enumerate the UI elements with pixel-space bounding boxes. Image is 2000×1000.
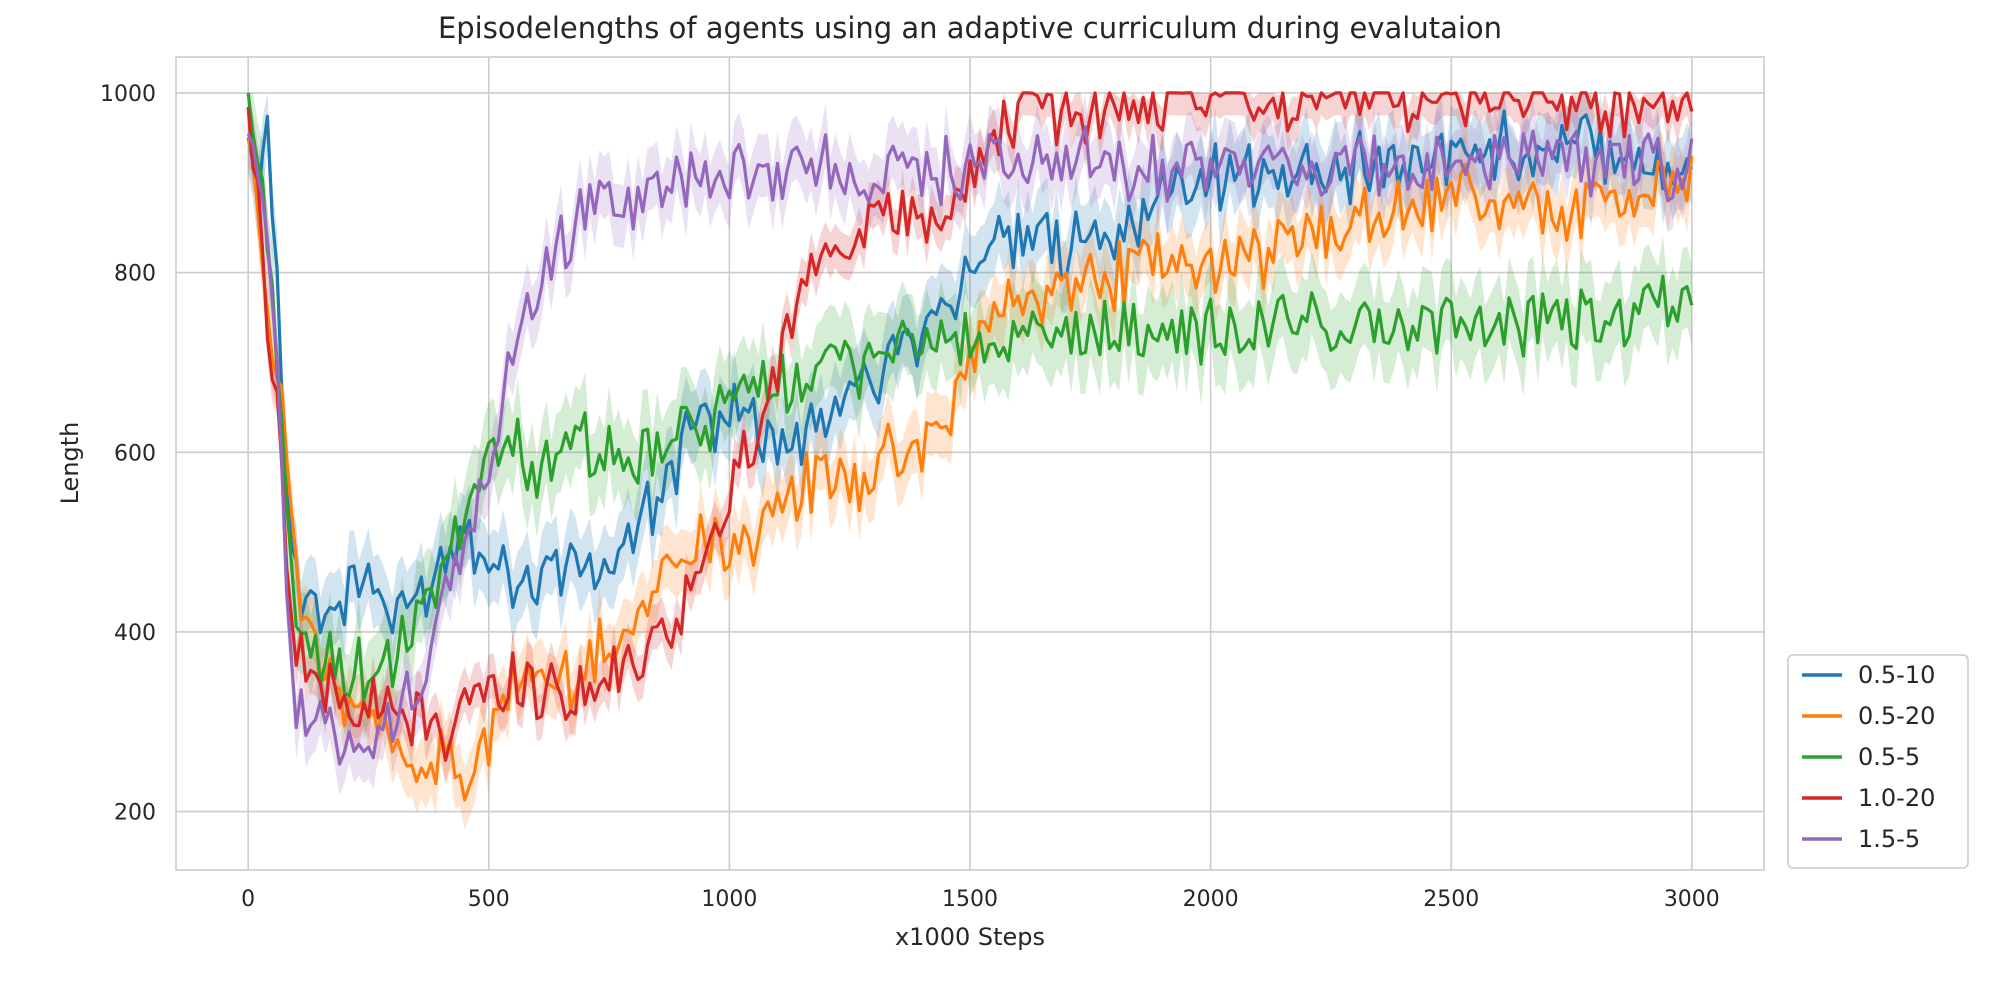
- x-tick-label: 500: [468, 887, 510, 912]
- legend-label-1.0-20: 1.0-20: [1858, 784, 1935, 812]
- legend-label-0.5-20: 0.5-20: [1858, 702, 1935, 730]
- x-tick-label: 1000: [701, 887, 757, 912]
- y-tick-label: 800: [114, 262, 156, 287]
- x-tick-labels: 0 500 1000 1500 2000 2500 3000: [241, 887, 1720, 912]
- x-tick-label: 2500: [1423, 887, 1479, 912]
- y-tick-label: 400: [114, 621, 156, 646]
- y-tick-label: 200: [114, 801, 156, 826]
- series-line-0.5-10: [246, 109, 1694, 635]
- x-tick-label: 2000: [1183, 887, 1239, 912]
- grid-lines: [176, 57, 1764, 870]
- series-band-0.5-20: [248, 107, 1692, 830]
- legend-box: [1787, 654, 1969, 869]
- series-band-1.5-5: [248, 95, 1692, 796]
- legend-label-1.5-5: 1.5-5: [1858, 825, 1920, 853]
- legend-label-0.5-10: 0.5-10: [1858, 661, 1935, 689]
- x-tick-label: 3000: [1664, 887, 1720, 912]
- chart-title: Episodelengths of agents using an adapti…: [438, 11, 1502, 45]
- y-axis-label: Length: [56, 422, 84, 505]
- y-tick-label: 1000: [100, 82, 156, 107]
- legend-label-0.5-5: 0.5-5: [1858, 743, 1920, 771]
- y-tick-label: 600: [114, 441, 156, 466]
- y-tick-labels: 200 400 600 800 1000: [100, 82, 156, 826]
- x-tick-label: 1500: [942, 887, 998, 912]
- series-line-1.0-20: [246, 91, 1694, 762]
- x-tick-label: 0: [241, 887, 255, 912]
- x-axis-label: x1000 Steps: [895, 923, 1045, 951]
- series-line-1.5-5: [246, 125, 1694, 766]
- series-lines: [246, 91, 1694, 802]
- legend: 0.5-10 0.5-20 0.5-5 1.0-20 1.5-5: [1787, 654, 1969, 869]
- series-band-1.0-20: [248, 92, 1692, 783]
- series-line-0.5-5: [246, 92, 1694, 702]
